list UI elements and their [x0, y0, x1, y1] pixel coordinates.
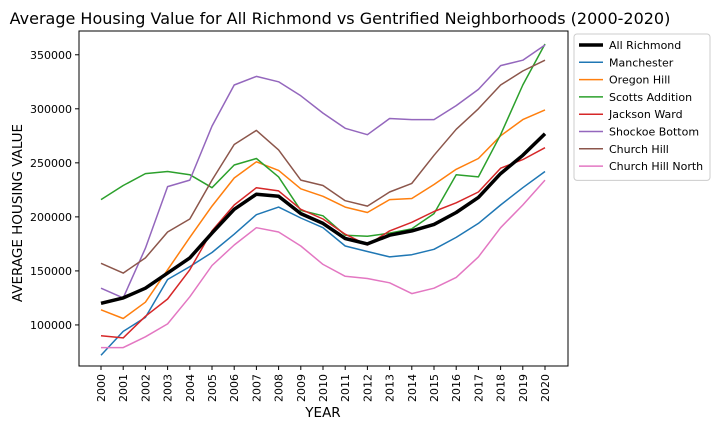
plot-area: 100000 150000 200000 250000 300000 350000 2000…	[30, 30, 569, 402]
x-tick-label: 2000	[95, 374, 108, 402]
legend-entry: Church Hill	[609, 143, 669, 156]
y-tick-label: 200000	[30, 211, 72, 224]
x-tick-label: 2004	[184, 374, 197, 402]
legend-entry: Church Hill North	[609, 160, 703, 173]
y-tick-label: 150000	[30, 265, 72, 278]
y-axis-label: AVERAGE HOUSING VALUE	[10, 124, 26, 302]
chart-title: Average Housing Value for All Richmond v…	[10, 9, 671, 28]
legend: All Richmond Manchester Oregon Hill Scotts …	[573, 33, 711, 181]
x-tick-label: 2018	[495, 374, 508, 402]
x-tick-label: 2015	[428, 374, 441, 402]
x-tick-label: 2016	[450, 374, 463, 402]
series-line-shockoe-bottom	[100, 44, 546, 299]
legend-entry: Shockoe Bottom	[609, 126, 699, 139]
y-tick-label: 250000	[30, 157, 72, 170]
x-tick-label: 2012	[361, 374, 374, 402]
legend-entry: Manchester	[609, 56, 674, 69]
series-line-all-richmond	[100, 132, 547, 306]
legend-entry: All Richmond	[609, 39, 681, 52]
y-tick-label: 100000	[30, 319, 72, 332]
x-tick-label: 2010	[317, 374, 330, 402]
series-line-jackson-ward	[100, 147, 546, 339]
x-tick-label: 2011	[339, 374, 352, 402]
x-tick-label: 2014	[406, 374, 419, 402]
plot-frame	[78, 30, 569, 367]
x-tick-label: 2008	[273, 374, 286, 402]
series-line-church-hill	[100, 59, 546, 274]
series-line-manchester	[100, 170, 546, 356]
x-tick-label: 2003	[162, 374, 175, 402]
x-tick-label: 2017	[472, 374, 485, 402]
y-tick-label: 350000	[30, 49, 72, 62]
legend-entry: Oregon Hill	[609, 74, 670, 87]
x-tick-label: 2007	[250, 374, 263, 402]
x-tick-label: 2019	[517, 374, 530, 402]
x-tick-label: 2006	[228, 374, 241, 402]
legend-entry: Jackson Ward	[608, 108, 683, 121]
x-tick-label: 2002	[139, 374, 152, 402]
legend-entry: Scotts Addition	[609, 91, 692, 104]
series-line-oregon-hill	[100, 109, 546, 320]
series-line-scotts-addition	[100, 43, 546, 238]
x-tick-label: 2005	[206, 374, 219, 402]
y-tick-label: 300000	[30, 103, 72, 116]
x-tick-label: 2009	[295, 374, 308, 402]
legend-frame	[573, 33, 711, 181]
series-line-church-hill-north	[101, 179, 546, 349]
x-axis-label: YEAR	[304, 405, 340, 421]
x-tick-label: 2013	[384, 374, 397, 402]
x-tick-label: 2020	[539, 374, 552, 402]
x-tick-label: 2001	[117, 374, 130, 402]
